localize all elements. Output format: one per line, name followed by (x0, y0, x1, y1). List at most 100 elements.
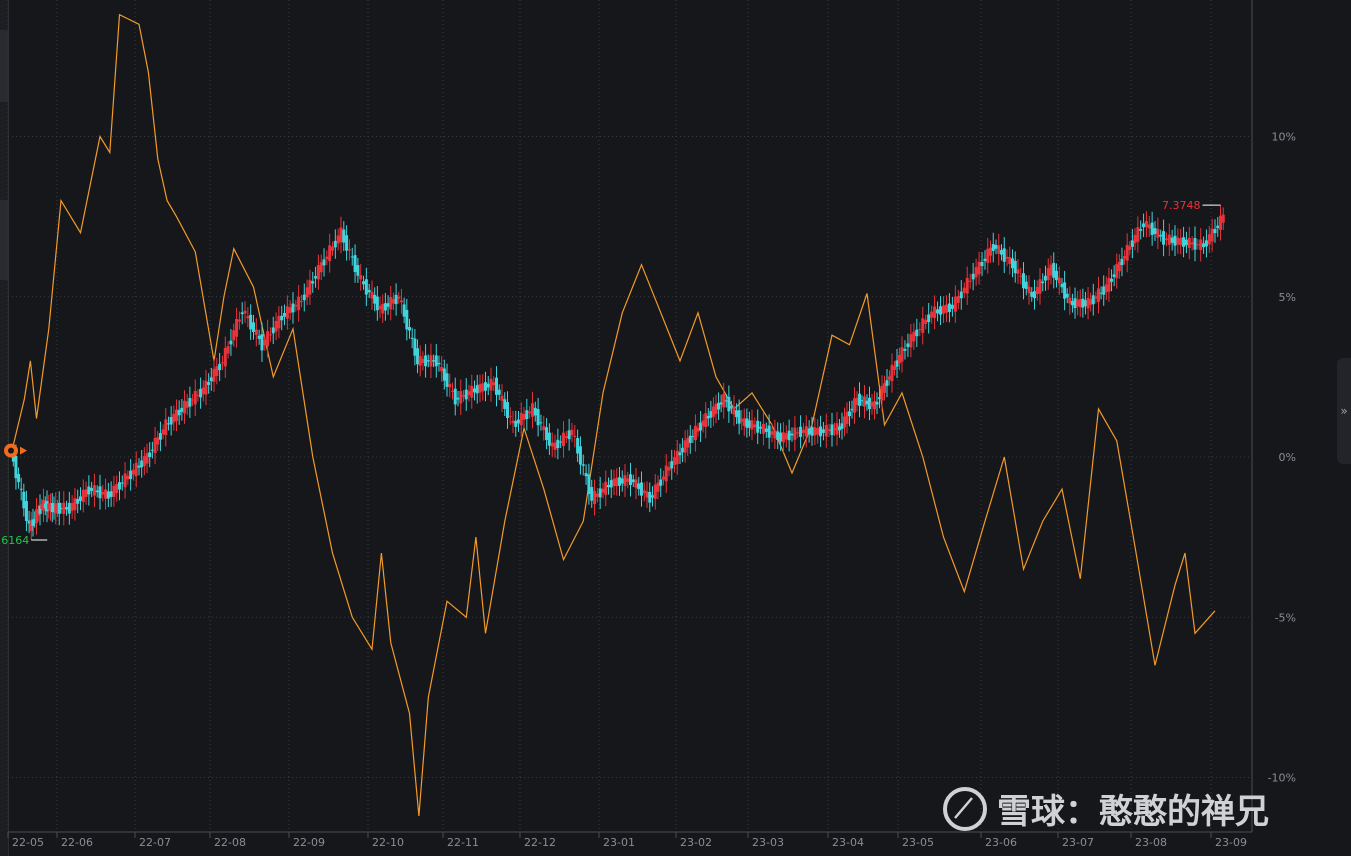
candlestick (24, 490, 28, 532)
candle-body (302, 294, 306, 301)
candlestick (254, 318, 258, 347)
candlestick (1065, 288, 1069, 304)
candle-body (631, 479, 635, 483)
candlestick (27, 510, 31, 534)
start-marker[interactable] (4, 443, 27, 458)
candlestick (1115, 253, 1119, 289)
candlestick (727, 385, 731, 423)
candle-body (445, 373, 449, 387)
candle-body (484, 382, 487, 391)
candle-body (350, 256, 354, 258)
candle-body (215, 366, 219, 377)
candlestick (90, 481, 94, 498)
candlestick (223, 336, 227, 378)
candlestick (164, 407, 168, 447)
candlestick (747, 411, 751, 437)
candlestick (634, 467, 638, 500)
candlestick (750, 409, 754, 441)
candlestick (424, 344, 428, 378)
candlestick (691, 429, 695, 443)
candle-body (169, 417, 173, 425)
candlestick (770, 423, 774, 443)
candlestick (888, 370, 891, 386)
candle-body (1027, 286, 1031, 294)
candlestick (76, 489, 80, 514)
candlestick (123, 462, 127, 499)
x-tick-label: 22-09 (293, 836, 325, 849)
candlestick (1086, 287, 1090, 320)
candlestick (1055, 263, 1058, 288)
candlestick (595, 487, 599, 503)
candle-body (331, 246, 334, 251)
candle-body (648, 491, 652, 503)
candle-body (1147, 224, 1151, 229)
candle-body (1173, 235, 1177, 246)
expand-panel-button[interactable]: » (1337, 358, 1351, 464)
candle-body (131, 469, 135, 475)
candlestick (659, 468, 663, 498)
candle-body (31, 519, 35, 526)
candle-body (686, 438, 690, 448)
candle-body (437, 362, 441, 365)
candlestick (92, 473, 96, 508)
candlestick (604, 470, 608, 507)
candlestick (776, 422, 780, 450)
candlestick (185, 394, 189, 416)
candlestick (240, 302, 244, 325)
y-tick-label: 10% (1272, 131, 1296, 144)
candlestick (495, 366, 498, 407)
candle-body (175, 409, 178, 422)
candlestick (631, 474, 635, 487)
candlestick (193, 379, 197, 416)
x-tick-label: 23-02 (680, 836, 712, 849)
candle-body (678, 452, 682, 456)
candle-body (153, 438, 157, 454)
candle-body (562, 432, 565, 447)
candle-body (434, 355, 438, 367)
candle-body (161, 429, 165, 435)
candlestick (40, 498, 44, 515)
candle-body (1002, 248, 1006, 262)
candle-body (50, 503, 54, 513)
candle-body (779, 432, 783, 442)
candlestick (1130, 229, 1134, 259)
candlestick (347, 239, 351, 261)
candlestick (49, 493, 52, 521)
candlestick (503, 392, 507, 417)
left-strip-tab[interactable] (0, 200, 8, 280)
candlestick (29, 511, 33, 540)
candlestick (1049, 255, 1053, 285)
candlestick (266, 319, 270, 358)
candlestick (1179, 228, 1183, 255)
candle-body (1115, 264, 1119, 279)
candle-body (347, 249, 351, 251)
candle-body (36, 510, 40, 516)
left-strip-tab[interactable] (0, 30, 8, 102)
candlestick (740, 410, 744, 431)
candlestick (1024, 275, 1028, 296)
candle-body (634, 479, 638, 488)
candle-body (381, 303, 385, 314)
candlestick (895, 349, 899, 379)
candle-body (305, 287, 309, 298)
candle-body (145, 453, 149, 464)
candlestick (220, 355, 224, 371)
candle-body (196, 395, 200, 397)
candlestick (977, 251, 981, 285)
candlestick (878, 388, 881, 409)
y-tick-label: 5% (1279, 291, 1296, 304)
candlestick (1210, 218, 1214, 252)
candle-body (57, 502, 61, 514)
candlestick (787, 419, 791, 452)
candle-body (1104, 284, 1108, 293)
x-tick-label: 23-04 (832, 836, 864, 849)
candle-body (1052, 263, 1056, 278)
candle-body (1016, 269, 1020, 274)
candle-body (52, 504, 56, 512)
candlestick (921, 306, 925, 345)
candle-body (440, 366, 444, 372)
candlestick (434, 344, 438, 378)
candle-body (367, 289, 371, 293)
candlestick (1030, 287, 1034, 302)
candle-body (986, 248, 990, 263)
